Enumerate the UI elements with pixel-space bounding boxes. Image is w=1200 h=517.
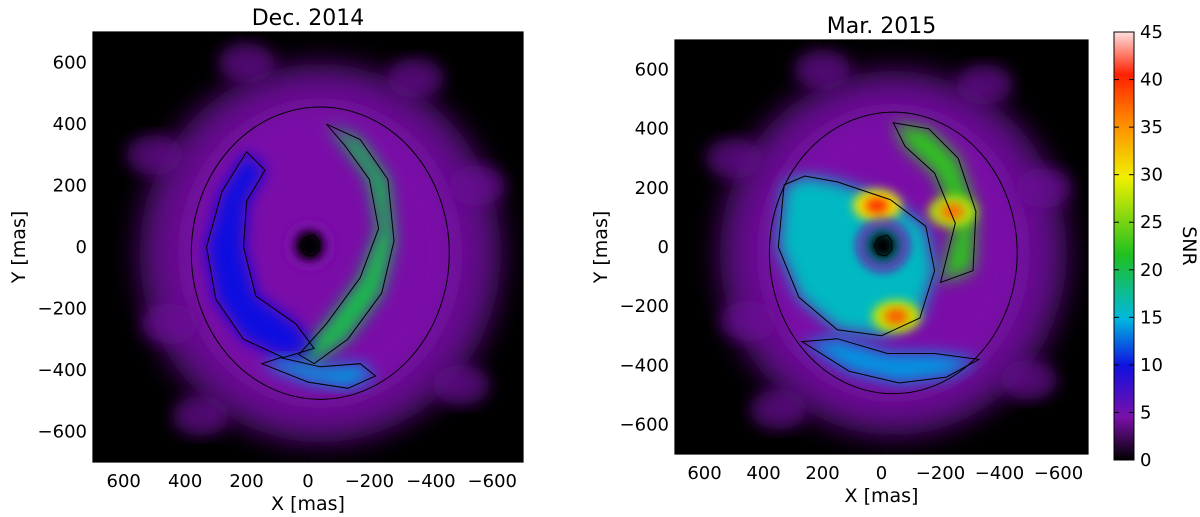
noise-patch: [1001, 360, 1057, 401]
contour-3: [206, 150, 315, 359]
noise-patch: [141, 303, 198, 344]
y-tick-label: 400: [635, 119, 669, 140]
central-ring: [283, 219, 336, 272]
y-tick-label: −200: [38, 298, 87, 319]
x-tick-label: −400: [406, 471, 455, 492]
noise-patch: [387, 58, 444, 99]
colorbar-gradient: [1113, 31, 1135, 461]
y-axis-label: Y [mas]: [590, 211, 612, 285]
contour-outer: [768, 111, 1018, 395]
colorbar-tick-label: 5: [1140, 402, 1151, 423]
contours: [190, 106, 450, 400]
peak-3: [884, 308, 909, 325]
x-tick-label: 0: [302, 471, 313, 492]
colorbar-tick-label: 35: [1140, 117, 1163, 138]
x-axis-label: X [mas]: [271, 493, 345, 515]
heatmap-image: [93, 32, 523, 462]
x-tick-label: −600: [468, 471, 517, 492]
chart-title: Mar. 2015: [827, 14, 936, 39]
x-tick-label: 600: [107, 471, 141, 492]
x-tick-label: −200: [916, 463, 965, 484]
noise-patch: [448, 165, 505, 206]
y-tick-label: −600: [620, 414, 669, 435]
contour-1: [299, 234, 320, 257]
noise-patch: [750, 389, 807, 430]
contour-outer: [190, 106, 450, 400]
colorbar: 0 5 10 15 20 25 30 35 40 45 SNR: [1113, 22, 1200, 471]
y-tick-label: 0: [76, 237, 87, 258]
colorbar-tick-label: 30: [1140, 165, 1163, 186]
feature-4: [261, 357, 376, 389]
x-axis-label: X [mas]: [845, 485, 919, 507]
colorbar-tick-label: 10: [1140, 355, 1163, 376]
colorbar-tick-label: 15: [1140, 307, 1163, 328]
x-tick-label: 600: [687, 463, 721, 484]
x-tick-label: 200: [805, 463, 839, 484]
y-tick-label: 400: [53, 114, 87, 135]
noise-patch: [126, 134, 183, 175]
contour-2: [892, 122, 977, 284]
noise-patch: [794, 49, 851, 90]
x-tick-label: 400: [746, 463, 780, 484]
colorbar-tick-label: 45: [1140, 22, 1163, 43]
noise-patch: [706, 138, 762, 179]
colorbar-tick-label: 25: [1140, 212, 1163, 233]
noise-patch: [218, 42, 275, 83]
contour-4: [260, 357, 377, 389]
x-tick-label: −600: [1034, 463, 1083, 484]
x-tick-label: 400: [168, 471, 202, 492]
noise-patch: [433, 365, 490, 406]
feature-2: [298, 124, 394, 364]
peak-2: [940, 203, 965, 220]
x-tick-label: −200: [345, 471, 394, 492]
chart-title: Dec. 2014: [252, 6, 365, 31]
feature-4: [801, 338, 979, 383]
feature-2: [893, 122, 976, 283]
contour-1: [873, 234, 893, 257]
colorbar-tick-label: 0: [1140, 450, 1151, 471]
y-tick-label: 0: [658, 237, 669, 258]
y-tick-label: 200: [53, 176, 87, 197]
x-tick-label: 0: [876, 463, 887, 484]
colorbar-tick-label: 40: [1140, 70, 1163, 91]
noise-patch: [720, 300, 777, 341]
heatmap-image: [675, 40, 1088, 454]
feature-3: [778, 176, 935, 336]
x-tick-label: −400: [975, 463, 1024, 484]
central-ring: [856, 219, 909, 272]
colorbar-label: SNR: [1178, 226, 1200, 265]
contour-3: [777, 175, 936, 337]
noise-patch: [1015, 167, 1072, 208]
contour-2: [298, 123, 395, 365]
contours: [768, 111, 1018, 395]
y-tick-label: 600: [635, 60, 669, 81]
panel-1: 600 400 200 0 −200 −400 −600 600 400 200 0 −200 −400…: [8, 6, 524, 515]
y-axis-label: Y [mas]: [8, 211, 30, 285]
noise-patch: [956, 64, 1013, 105]
y-tick-label: 200: [635, 178, 669, 199]
colorbar-tick-label: 20: [1140, 260, 1163, 281]
panel-2: 600 400 200 0 −200 −400 −600 600 400 200 0 −200 −400…: [590, 14, 1089, 507]
y-tick-label: −400: [38, 360, 87, 381]
y-tick-label: −200: [620, 296, 669, 317]
x-tick-label: 200: [229, 471, 263, 492]
feature-3: [206, 151, 315, 358]
y-tick-label: −600: [38, 421, 87, 442]
noise-patch: [172, 395, 229, 436]
features: [778, 122, 979, 383]
peak-1: [865, 197, 890, 214]
contour-4: [800, 338, 981, 384]
y-tick-label: 600: [53, 53, 87, 74]
y-tick-label: −400: [620, 355, 669, 376]
